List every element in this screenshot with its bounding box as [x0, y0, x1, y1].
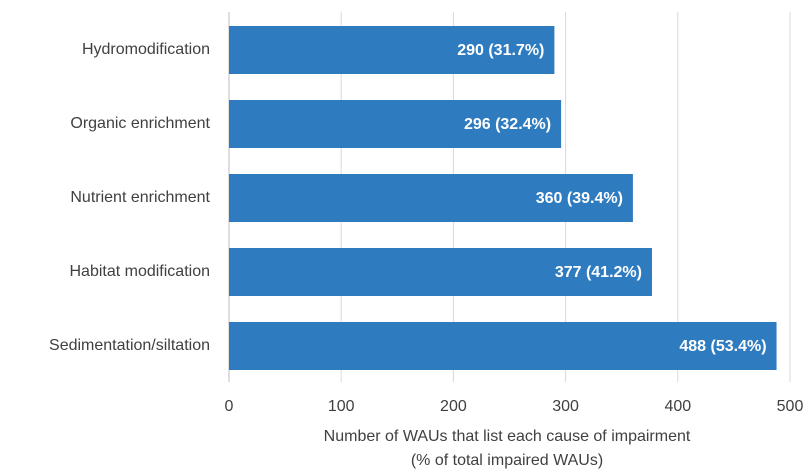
x-tick-label: 500: [777, 398, 804, 415]
x-tick-label: 400: [664, 398, 691, 415]
y-tick-label: Nutrient enrichment: [70, 189, 210, 206]
bar: [229, 248, 652, 296]
value-label: 290 (31.7%): [457, 42, 544, 59]
y-tick-label: Sedimentation/siltation: [49, 337, 210, 354]
x-tick-label: 100: [328, 398, 355, 415]
y-tick-label: Habitat modification: [69, 263, 210, 280]
x-axis-label: Number of WAUs that list each cause of i…: [324, 428, 691, 445]
y-tick-label: Organic enrichment: [70, 115, 210, 132]
x-tick-label: 300: [552, 398, 579, 415]
value-label: 377 (41.2%): [555, 264, 642, 281]
x-tick-label: 200: [440, 398, 467, 415]
bar: [229, 322, 777, 370]
y-tick-label: Hydromodification: [82, 41, 210, 58]
x-tick-label: 0: [225, 398, 234, 415]
bar: [229, 100, 562, 148]
bar: [229, 174, 633, 222]
value-label: 488 (53.4%): [679, 338, 766, 355]
bar: [229, 26, 555, 74]
value-label: 360 (39.4%): [536, 190, 623, 207]
x-axis-label: (% of total impaired WAUs): [411, 452, 603, 469]
value-label: 296 (32.4%): [464, 116, 551, 133]
